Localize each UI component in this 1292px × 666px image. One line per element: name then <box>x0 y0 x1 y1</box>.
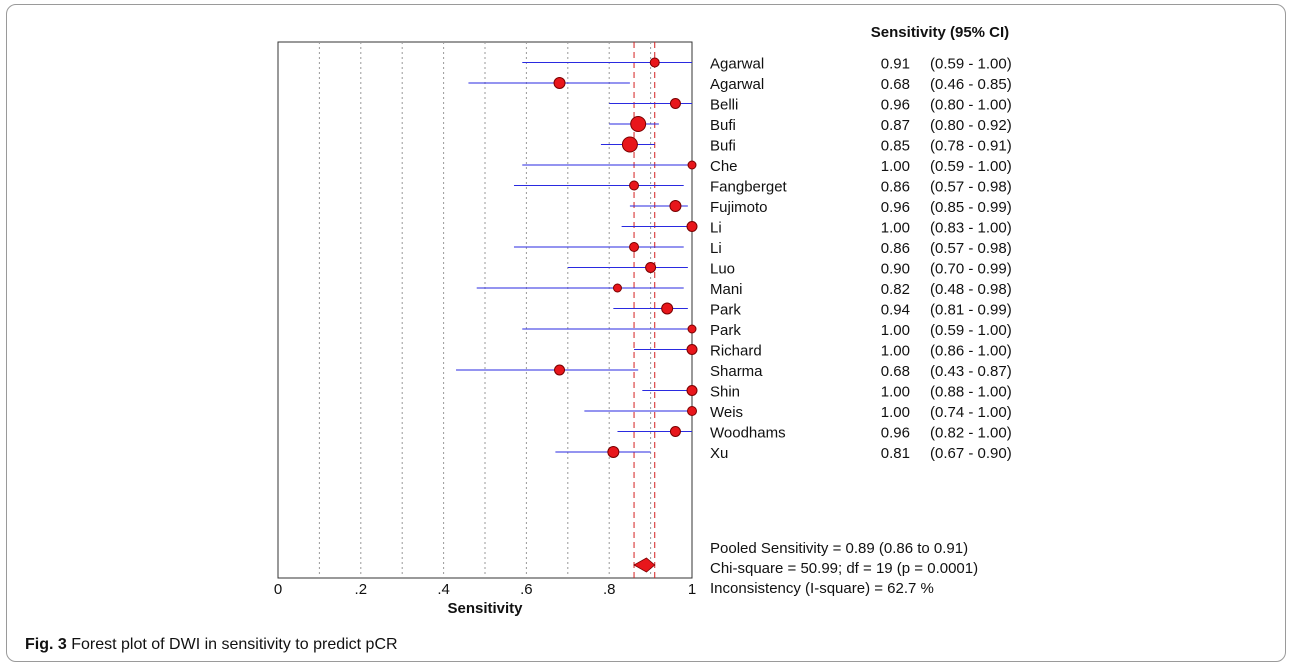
study-ci-5: (0.59 - 1.00) <box>930 158 1012 175</box>
x-tick-label-5: 1 <box>688 581 696 598</box>
study-ci-17: (0.74 - 1.00) <box>930 404 1012 421</box>
study-ci-8: (0.83 - 1.00) <box>930 220 1012 237</box>
caption-text: Forest plot of DWI in sensitivity to pre… <box>71 636 398 653</box>
study-point-1 <box>553 77 566 89</box>
study-point-19 <box>607 446 620 458</box>
study-name-8: Li <box>710 220 722 237</box>
stats-line-2: Inconsistency (I-square) = 62.7 % <box>710 580 934 597</box>
study-name-14: Richard <box>710 343 762 360</box>
study-point-15 <box>554 364 566 376</box>
study-estimate-14: 1.00 <box>881 343 910 360</box>
study-point-11 <box>612 283 622 293</box>
study-name-5: Che <box>710 158 738 175</box>
study-ci-19: (0.67 - 0.90) <box>930 445 1012 462</box>
study-name-4: Bufi <box>710 138 736 155</box>
study-name-18: Woodhams <box>710 425 786 442</box>
study-ci-13: (0.59 - 1.00) <box>930 322 1012 339</box>
study-estimate-9: 0.86 <box>881 240 910 257</box>
study-ci-10: (0.70 - 0.99) <box>930 261 1012 278</box>
study-point-17 <box>687 406 697 416</box>
study-estimate-4: 0.85 <box>881 138 910 155</box>
study-name-19: Xu <box>710 445 728 462</box>
x-tick-label-0: 0 <box>274 581 282 598</box>
study-estimate-2: 0.96 <box>881 97 910 114</box>
study-point-2 <box>669 98 681 109</box>
study-name-2: Belli <box>710 97 738 114</box>
study-point-5 <box>687 160 697 170</box>
stats-line-1: Chi-square = 50.99; df = 19 (p = 0.0001) <box>710 560 978 577</box>
study-ci-9: (0.57 - 0.98) <box>930 240 1012 257</box>
study-name-11: Mani <box>710 281 743 298</box>
study-point-0 <box>649 57 660 68</box>
study-estimate-11: 0.82 <box>881 281 910 298</box>
study-ci-4: (0.78 - 0.91) <box>930 138 1012 155</box>
study-ci-1: (0.46 - 0.85) <box>930 76 1012 93</box>
study-name-9: Li <box>710 240 722 257</box>
study-ci-12: (0.81 - 0.99) <box>930 302 1012 319</box>
study-point-12 <box>661 302 674 315</box>
study-name-7: Fujimoto <box>710 199 768 216</box>
study-estimate-3: 0.87 <box>881 117 910 134</box>
x-axis-label: Sensitivity <box>447 600 523 617</box>
study-ci-18: (0.82 - 1.00) <box>930 425 1012 442</box>
study-point-14 <box>686 344 698 355</box>
study-name-0: Agarwal <box>710 56 764 73</box>
study-estimate-19: 0.81 <box>881 445 910 462</box>
study-name-10: Luo <box>710 261 735 278</box>
study-estimate-16: 1.00 <box>881 384 910 401</box>
x-tick-label-1: .2 <box>355 581 368 598</box>
study-ci-15: (0.43 - 0.87) <box>930 363 1012 380</box>
stats-line-0: Pooled Sensitivity = 0.89 (0.86 to 0.91) <box>710 540 968 557</box>
study-ci-2: (0.80 - 1.00) <box>930 97 1012 114</box>
study-name-16: Shin <box>710 384 740 401</box>
study-ci-0: (0.59 - 1.00) <box>930 56 1012 73</box>
figure-caption: Fig. 3 Forest plot of DWI in sensitivity… <box>25 636 398 654</box>
study-point-9 <box>629 242 640 252</box>
study-point-6 <box>629 180 640 191</box>
study-name-15: Sharma <box>710 363 763 380</box>
study-estimate-15: 0.68 <box>881 363 910 380</box>
x-tick-label-3: .6 <box>520 581 533 598</box>
study-point-10 <box>645 262 657 273</box>
figure-frame <box>6 4 1286 662</box>
study-name-12: Park <box>710 302 741 319</box>
study-estimate-5: 1.00 <box>881 158 910 175</box>
study-ci-3: (0.80 - 0.92) <box>930 117 1012 134</box>
study-estimate-1: 0.68 <box>881 76 910 93</box>
study-point-3 <box>630 116 647 132</box>
study-point-13 <box>687 324 697 334</box>
study-name-3: Bufi <box>710 117 736 134</box>
x-tick-label-2: .4 <box>437 581 450 598</box>
study-estimate-8: 1.00 <box>881 220 910 237</box>
study-ci-16: (0.88 - 1.00) <box>930 384 1012 401</box>
study-point-7 <box>669 200 682 212</box>
study-name-13: Park <box>710 322 741 339</box>
study-estimate-10: 0.90 <box>881 261 910 278</box>
study-ci-14: (0.86 - 1.00) <box>930 343 1012 360</box>
study-name-1: Agarwal <box>710 76 764 93</box>
study-ci-6: (0.57 - 0.98) <box>930 179 1012 196</box>
study-point-8 <box>686 221 698 232</box>
study-estimate-17: 1.00 <box>881 404 910 421</box>
x-tick-label-4: .8 <box>603 581 616 598</box>
study-ci-11: (0.48 - 0.98) <box>930 281 1012 298</box>
pooled-diamond <box>633 557 656 573</box>
column-header: Sensitivity (95% CI) <box>871 24 1009 41</box>
study-estimate-7: 0.96 <box>881 199 910 216</box>
study-point-16 <box>686 385 698 396</box>
study-point-4 <box>621 136 638 153</box>
study-estimate-6: 0.86 <box>881 179 910 196</box>
study-name-17: Weis <box>710 404 743 421</box>
study-estimate-12: 0.94 <box>881 302 910 319</box>
study-name-6: Fangberget <box>710 179 788 196</box>
caption-label: Fig. 3 <box>25 636 67 653</box>
study-ci-7: (0.85 - 0.99) <box>930 199 1012 216</box>
study-estimate-13: 1.00 <box>881 322 910 339</box>
study-estimate-0: 0.91 <box>881 56 910 73</box>
study-estimate-18: 0.96 <box>881 425 910 442</box>
study-point-18 <box>669 426 681 437</box>
